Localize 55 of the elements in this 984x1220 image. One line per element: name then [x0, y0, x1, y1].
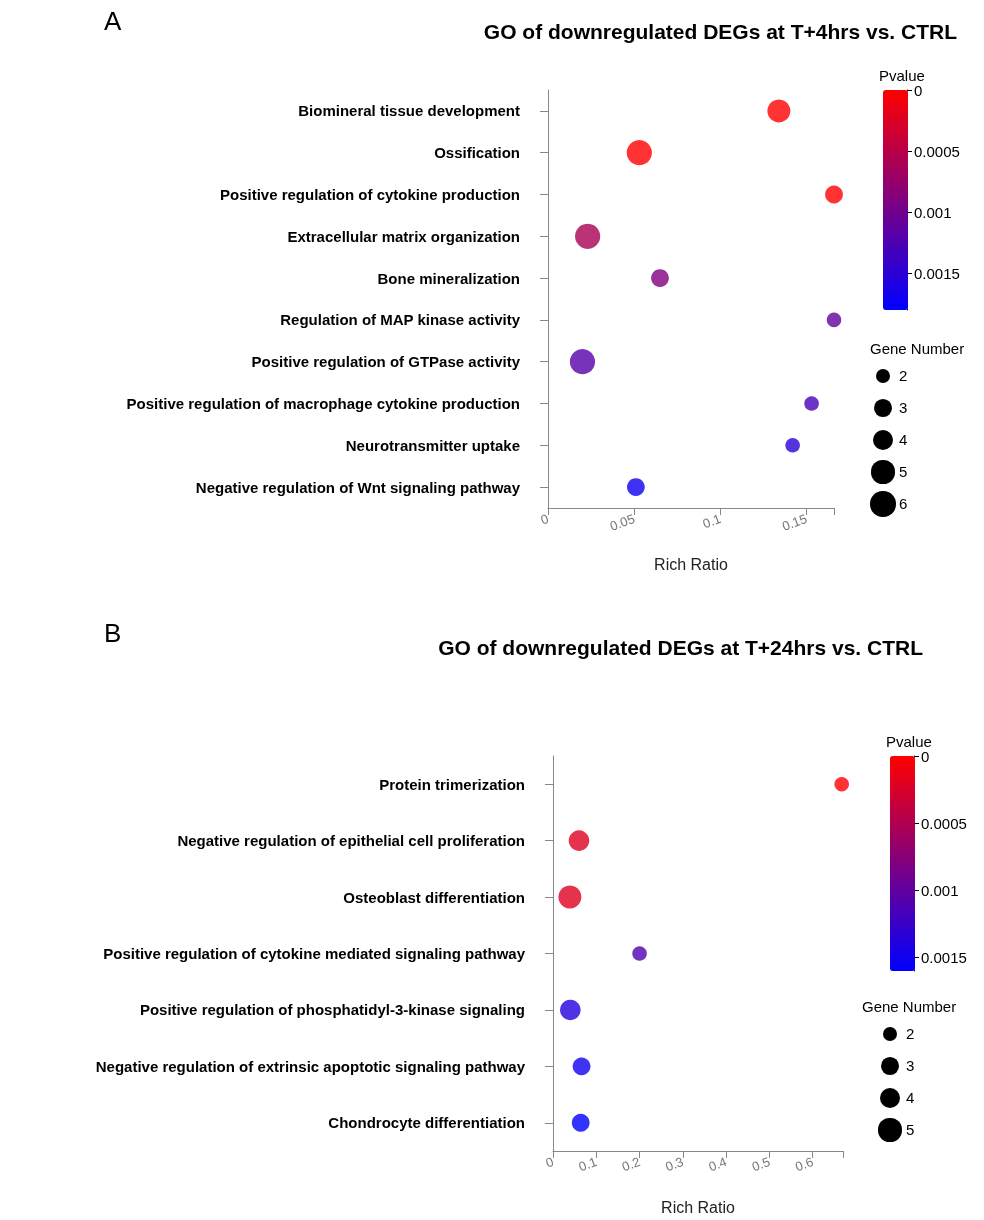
y-tick-label: Chondrocyte differentiation [328, 1114, 525, 1132]
y-tick-label: Positive regulation of phosphatidyl-3-kinase signaling [139, 1001, 525, 1019]
color-bar-title: Pvalue [879, 67, 925, 84]
y-tick-label: Extracellular matrix organization [287, 227, 520, 245]
x-tick-label: 0 [543, 1153, 556, 1171]
x-tick-label: 0.4 [706, 1153, 729, 1175]
x-tick-label: 0.1 [576, 1153, 599, 1175]
x-tick-label: 0.5 [749, 1153, 772, 1175]
y-tick-label: Osteoblast differentiation [343, 888, 525, 906]
color-bar-label: 0.0005 [914, 142, 960, 160]
color-bar-label: 0.0005 [921, 814, 967, 832]
legend-title: Gene Number [870, 340, 965, 357]
color-bar-label: 0.001 [914, 203, 952, 221]
legend-label: 4 [906, 1089, 915, 1106]
x-tick-label: 0.3 [663, 1153, 686, 1175]
color-bar-label: 0.001 [921, 881, 959, 899]
legend-label: 6 [899, 495, 908, 512]
chart-title: GO of downregulated DEGs at T+4hrs vs. CTRL [483, 20, 958, 43]
color-bar-label: 0.0015 [921, 949, 967, 967]
y-tick-label: Negative regulation of Wnt signaling pathway [195, 478, 521, 496]
x-tick-label: 0.2 [620, 1153, 643, 1175]
y-tick-label: Negative regulation of extrinsic apoptotic signaling pathway [95, 1057, 526, 1075]
legend-label: 3 [899, 399, 908, 416]
legend-label: 3 [906, 1057, 915, 1074]
y-tick-label: Positive regulation of macrophage cytokine production [126, 395, 520, 412]
legend-label: 5 [906, 1121, 915, 1138]
y-tick-label: Bone mineralization [377, 269, 520, 287]
y-tick-label: Regulation of MAP kinase activity [280, 311, 521, 329]
y-tick-label: Ossification [434, 144, 520, 162]
y-tick-label: Positive regulation of cytokine production [219, 186, 520, 203]
text: B [104, 618, 122, 648]
color-bar-title: Pvalue [886, 733, 932, 750]
y-tick-label: Neurotransmitter uptake [345, 436, 520, 454]
y-tick-label: Protein trimerization [379, 775, 525, 793]
x-axis-title: Rich Ratio [654, 555, 728, 573]
x-tick-label: 0.6 [793, 1153, 816, 1175]
y-tick-label: Negative regulation of epithelial cell proliferation [177, 832, 525, 850]
legend-label: 2 [906, 1025, 915, 1042]
legend-label: 4 [899, 431, 908, 448]
y-tick-label: Positive regulation of cytokine mediated signaling pathway [103, 945, 526, 962]
color-bar-label: 0.0015 [914, 264, 960, 282]
x-tick-label: 0.1 [700, 510, 723, 532]
legend-label: 2 [899, 367, 908, 384]
color-bar-label: 0 [921, 747, 930, 765]
x-tick-label: 0 [538, 510, 551, 528]
x-tick-label: 0.05 [607, 510, 637, 534]
y-tick-label: Positive regulation of GTPase activity [251, 353, 521, 371]
legend-title: Gene Number [862, 998, 957, 1015]
color-bar-label: 0 [914, 81, 923, 99]
chart-title: GO of downregulated DEGs at T+24hrs vs. CTRL [438, 636, 924, 659]
x-tick-label: 0.15 [780, 510, 809, 534]
x-axis-title: Rich Ratio [661, 1198, 735, 1216]
text: A [104, 6, 122, 36]
legend-label: 5 [899, 463, 908, 480]
y-tick-label: Biomineral tissue development [298, 102, 520, 120]
